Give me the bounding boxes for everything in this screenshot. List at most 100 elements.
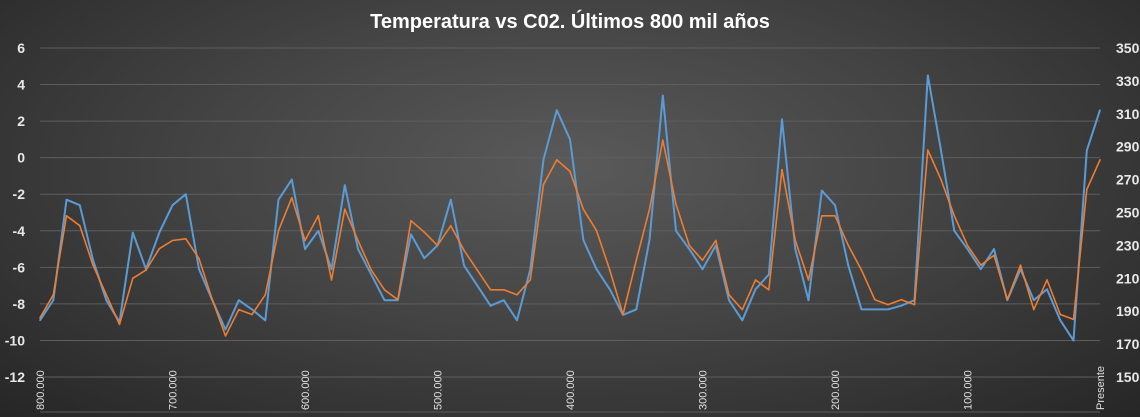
co2-point	[714, 239, 717, 242]
co2-point	[1032, 308, 1035, 311]
temperature-point	[370, 273, 373, 276]
left-axis-ticks: -12 -10 -8 -6 -4 -2 0 2 4 6	[5, 40, 25, 385]
co2-point	[741, 308, 744, 311]
temperature-point	[330, 268, 333, 270]
temperature-point	[582, 239, 585, 241]
temperature-point	[1072, 339, 1075, 342]
temperature-point	[304, 248, 306, 250]
temperature-point	[675, 229, 677, 232]
temperature-point	[184, 193, 187, 196]
co2-point	[476, 269, 479, 271]
temperature-series-line	[39, 74, 1101, 342]
gridlines	[40, 47, 1100, 378]
co2-point	[688, 244, 691, 247]
co2-point	[1085, 188, 1088, 191]
temperature-point	[807, 299, 810, 302]
co2-point	[794, 239, 797, 242]
left-tick-label: 4	[17, 77, 25, 93]
co2-point	[131, 277, 134, 280]
co2-point	[224, 335, 227, 337]
temperature-point	[357, 248, 359, 250]
temperature-point	[423, 257, 426, 259]
temperature-point	[158, 231, 161, 234]
right-tick-label: 230	[1116, 237, 1140, 253]
co2-point	[78, 224, 81, 227]
co2-point	[52, 293, 55, 296]
co2-point	[343, 208, 346, 211]
temperature-point	[635, 308, 638, 311]
co2-point	[1099, 159, 1101, 161]
co2-point	[622, 313, 624, 316]
chart-title: Temperatura vs C02. Últimos 800 mil años	[370, 9, 770, 33]
temperature-point	[198, 268, 200, 270]
co2-point	[940, 178, 942, 181]
x-tick-label: 800.000	[35, 370, 47, 410]
co2-point	[463, 249, 465, 252]
left-tick-label: -6	[13, 259, 26, 275]
co2-point	[728, 293, 730, 296]
temperature-point	[900, 304, 903, 307]
temperature-point	[860, 308, 863, 311]
co2-point	[993, 254, 995, 257]
temperature-point	[410, 233, 412, 236]
x-tick-label: 200.000	[830, 370, 842, 410]
co2-point	[555, 159, 558, 161]
co2-point	[1019, 264, 1022, 266]
temperature-point	[794, 248, 797, 250]
co2-point	[1072, 318, 1075, 321]
co2-point	[834, 214, 836, 217]
co2-point	[781, 168, 783, 171]
temperature-point	[701, 268, 704, 270]
temperature-point	[290, 178, 293, 181]
temperature-point	[661, 94, 664, 97]
temperature-point	[92, 259, 94, 261]
co2-point	[502, 289, 505, 291]
temperature-point	[105, 299, 108, 302]
temperature-point	[224, 328, 227, 331]
left-tick-label: -10	[5, 332, 25, 348]
co2-point	[65, 214, 68, 217]
co2-point	[966, 244, 969, 247]
x-tick-label: Presente	[1095, 366, 1107, 410]
temperature-point	[1046, 288, 1048, 291]
temperature-point	[688, 248, 691, 250]
temperature-point	[728, 299, 730, 302]
temperature-point	[767, 273, 770, 276]
right-tick-label: 190	[1116, 303, 1140, 319]
co2-point	[264, 293, 267, 296]
co2-point	[569, 170, 571, 173]
temperature-point	[1099, 109, 1101, 111]
right-tick-label: 350	[1116, 40, 1140, 56]
left-tick-label: 6	[17, 40, 25, 56]
co2-point	[1006, 298, 1009, 301]
temperature-point	[449, 198, 452, 201]
x-tick-label: 600.000	[300, 370, 312, 410]
co2-point	[489, 289, 492, 291]
x-tick-label: 400.000	[565, 370, 577, 410]
right-tick-label: 210	[1116, 270, 1140, 286]
co2-point	[847, 244, 850, 247]
co2-point	[145, 269, 147, 271]
temperature-point	[873, 308, 876, 311]
co2-point	[251, 313, 253, 316]
temperature-point	[343, 184, 346, 186]
co2-point	[184, 238, 187, 240]
temperature-point	[754, 288, 757, 291]
temperature-point	[383, 299, 386, 302]
co2-point	[436, 244, 439, 247]
temperature-point	[542, 158, 545, 161]
temperature-point	[569, 138, 571, 141]
co2-point	[516, 293, 518, 296]
co2-point	[171, 239, 174, 242]
co2-point	[449, 224, 452, 227]
co2-point	[277, 229, 280, 232]
left-tick-label: -4	[13, 223, 26, 239]
temperature-point	[781, 118, 783, 121]
temperature-point	[463, 264, 465, 267]
co2-point	[979, 264, 982, 266]
temperature-point	[834, 204, 836, 206]
left-tick-label: -2	[13, 186, 26, 202]
temperature-point	[39, 319, 41, 322]
co2-point	[820, 214, 823, 217]
temperature-point	[502, 299, 505, 302]
